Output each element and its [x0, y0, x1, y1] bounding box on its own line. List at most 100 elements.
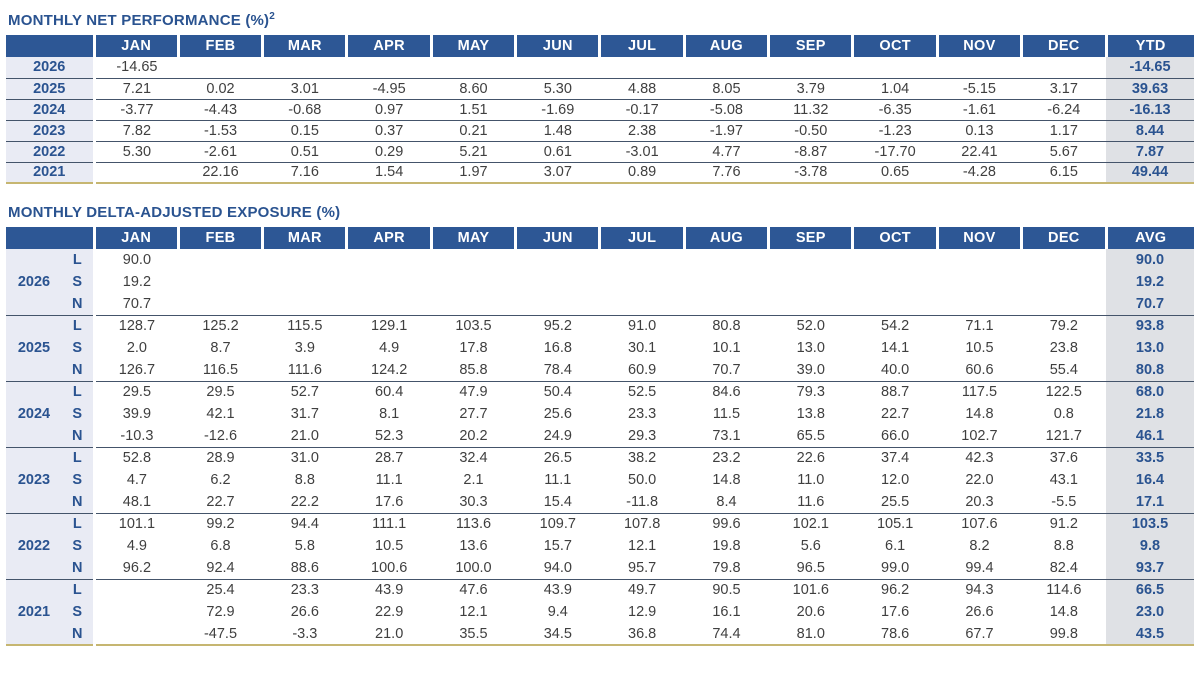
value-cell	[347, 57, 431, 78]
value-cell: 22.6	[768, 446, 853, 469]
value-cell: 4.9	[126, 538, 147, 554]
value-cell: 11.6	[797, 493, 825, 510]
column-header-nov: NOV	[935, 227, 1022, 249]
value-cell: 5.30	[515, 77, 600, 99]
position-label-cell: S	[62, 403, 96, 425]
column-header-aug: AUG	[682, 35, 769, 57]
value-cell: 19.2	[122, 274, 152, 290]
value-cell: 17.6	[881, 604, 910, 620]
value-cell: 21.0	[290, 427, 319, 444]
avg-cell: 21.8	[1106, 403, 1194, 425]
value-cell: 16.8	[543, 340, 572, 356]
value-cell: -47.5	[203, 625, 238, 642]
value-cell: -2.61	[178, 140, 263, 162]
position-label-cell: N	[62, 293, 96, 315]
exposure-table-head: JAN FEB MAR APR MAY JUN JUL AUG SEP OCT NOV DEC AVG	[6, 227, 1194, 249]
value-cell: 125.2	[178, 314, 263, 337]
header-row: JAN FEB MAR APR MAY JUN JUL AUG SEP OCT NOV DEC YTD	[6, 35, 1194, 57]
exposure-title: MONTHLY DELTA-ADJUSTED EXPOSURE (%)	[8, 204, 341, 221]
exposure-row-2025-N: N 126.7 116.5 111.6 124.2 85.8 78.4 60.9 70.7 39.…	[6, 359, 1194, 381]
value-cell: 100.6	[371, 559, 408, 576]
column-header-sep: SEP	[767, 227, 853, 249]
value-cell: 1.48	[515, 119, 600, 141]
value-cell: 95.7	[628, 559, 657, 576]
value-cell: 5.21	[431, 140, 516, 162]
column-header-mar: MAR	[261, 35, 347, 57]
net-performance-title-text: MONTHLY NET PERFORMANCE (%)	[8, 12, 270, 29]
avg-cell: 80.8	[1106, 359, 1194, 381]
value-cell: 70.7	[122, 295, 152, 312]
year-row-2026: 2026 -14.65 -14.65	[6, 57, 1194, 78]
value-cell	[1022, 57, 1106, 78]
column-header-jul: JUL	[598, 35, 685, 57]
value-cell: 26.5	[515, 446, 600, 469]
column-header-feb: FEB	[176, 35, 263, 57]
position-label-cell: S	[62, 469, 96, 491]
value-cell: 52.8	[94, 446, 179, 469]
value-cell	[684, 271, 768, 293]
value-cell: 111.1	[346, 512, 432, 535]
avg-cell: 13.0	[1106, 337, 1194, 359]
column-header-jun: JUN	[514, 227, 600, 249]
value-cell: -6.24	[1021, 98, 1106, 120]
value-cell: 65.5	[796, 427, 825, 444]
value-cell	[853, 57, 937, 78]
value-cell: 26.6	[290, 604, 319, 620]
value-cell: -10.3	[120, 427, 154, 444]
value-cell: 92.4	[206, 559, 235, 576]
year-cell: 2025	[6, 77, 96, 99]
value-cell: -1.53	[178, 119, 263, 141]
value-cell: -3.3	[292, 625, 318, 642]
avg-cell: 16.4	[1106, 469, 1194, 491]
value-cell: 8.1	[379, 406, 400, 422]
value-cell: 0.89	[599, 161, 685, 183]
column-header-may: MAY	[429, 227, 516, 249]
value-cell: 9.4	[547, 604, 568, 620]
value-cell: 99.4	[965, 559, 994, 576]
value-cell: 72.9	[206, 604, 235, 620]
header-blank-cell	[6, 35, 94, 57]
column-header-apr: APR	[345, 227, 432, 249]
position-label-cell: S	[62, 535, 96, 557]
value-cell: 0.61	[515, 140, 600, 162]
position-label-cell: L	[62, 380, 96, 403]
value-cell: 121.7	[1045, 427, 1082, 444]
value-cell: 11.1	[375, 472, 403, 488]
value-cell	[853, 271, 937, 293]
value-cell: 1.04	[852, 77, 938, 99]
year-cell: 2026	[6, 249, 62, 315]
value-cell	[853, 293, 937, 315]
exposure-row-2025-S: S 2.0 8.7 3.9 4.9 17.8 16.8 30.1 10.1 13.0 14.1 10.…	[6, 337, 1194, 359]
value-cell	[263, 57, 347, 78]
column-header-jan: JAN	[92, 35, 179, 57]
value-cell	[516, 57, 600, 78]
value-cell: -5.5	[1051, 493, 1077, 510]
value-cell: 2.0	[126, 340, 147, 356]
value-cell: 17.6	[375, 493, 404, 510]
avg-cell: 66.5	[1106, 578, 1194, 601]
value-cell: 117.5	[937, 380, 1022, 403]
value-cell: 96.2	[852, 578, 938, 601]
value-cell	[94, 578, 179, 601]
value-cell: -1.97	[684, 119, 769, 141]
value-cell	[431, 271, 515, 293]
position-label-cell: L	[62, 512, 96, 535]
value-cell	[769, 57, 853, 78]
value-cell: 109.7	[515, 512, 600, 535]
value-cell: 91.2	[1021, 512, 1106, 535]
column-header-avg: AVG	[1104, 227, 1194, 249]
value-cell: 107.6	[937, 512, 1022, 535]
value-cell: 13.6	[459, 538, 488, 554]
value-cell: 126.7	[118, 361, 156, 378]
value-cell: -5.08	[684, 98, 769, 120]
net-performance-section: MONTHLY NET PERFORMANCE (%)2 JAN FEB MAR AP…	[6, 8, 1194, 184]
value-cell	[600, 271, 684, 293]
column-header-oct: OCT	[851, 227, 938, 249]
value-cell: 4.9	[379, 340, 400, 356]
value-cell: 38.2	[599, 446, 685, 469]
value-cell: -17.70	[852, 140, 938, 162]
avg-cell: 19.2	[1106, 271, 1194, 293]
value-cell: 4.7	[126, 472, 147, 488]
value-cell	[263, 271, 347, 293]
value-cell: 22.0	[965, 472, 994, 488]
